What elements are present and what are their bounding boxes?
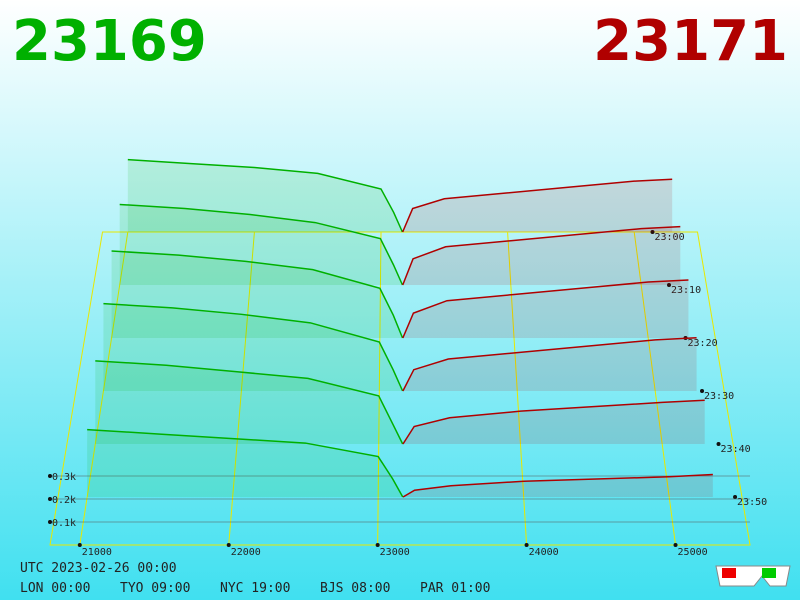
asks-line [401,178,673,233]
bids-line [119,203,404,286]
x-tick-label: 25000 [678,547,708,558]
ask-price: 23171 [593,9,788,74]
z-tick-label: 0.2k [52,495,76,506]
tick-mark [733,495,738,499]
zone-clock: LON 00:00 [20,581,90,596]
asks-area [402,279,689,338]
time-label: 23:30 [704,391,734,402]
bids-area [95,360,403,444]
x-tick-label: 23000 [380,547,410,558]
asks-line [402,399,705,445]
bids-line [111,250,404,339]
grid-line [377,231,382,546]
tick-mark [667,283,672,287]
asks-area [402,337,697,391]
z-tick-label: 0.1k [52,518,76,529]
asks-line [402,336,697,392]
tick-mark [48,497,52,501]
bids-area [119,204,403,285]
asks-line [402,225,681,286]
zone-clock: PAR 01:00 [420,581,490,596]
x-tick-label: 22000 [231,547,261,558]
utc-clock: UTC 2023-02-26 00:00 [20,561,177,576]
grid-line [633,231,677,546]
z-tick-label: 0.3k [52,472,76,483]
tick-mark [673,543,678,547]
zone-clock: TYO 09:00 [120,581,190,596]
tick-mark [226,543,231,547]
bids-line [95,360,404,445]
time-label: 23:00 [655,232,685,243]
tick-mark [375,543,380,547]
asks-area [403,474,713,497]
tick-mark [650,230,655,234]
bid-price: 23169 [12,9,207,74]
bids-area [103,303,403,391]
tick-mark [48,520,52,524]
tick-mark [524,543,529,547]
time-label: 23:50 [737,497,767,508]
glasses [715,565,791,587]
x-tick-label: 21000 [82,547,112,558]
bids-line [127,158,404,233]
time-label: 23:20 [688,338,718,349]
grid-line [228,231,255,546]
tick-mark [77,543,82,547]
grid-line [79,231,129,546]
bids-line [103,302,404,392]
zone-clock: BJS 08:00 [320,581,390,596]
grid-line [507,231,528,546]
zone-clock: NYC 19:00 [220,581,290,596]
floor-frame [49,231,751,546]
asks-area [402,400,705,444]
asks-line [402,279,689,339]
bids-line [87,428,404,498]
x-tick-label: 24000 [529,547,559,558]
tick-mark [700,389,705,393]
bids-area [111,250,403,338]
bids-area [87,429,403,497]
time-label: 23:10 [671,285,701,296]
asks-area [402,179,673,232]
time-label: 23:40 [721,444,751,455]
tick-mark [48,474,52,478]
tick-mark [716,442,721,446]
asks-line [402,473,713,498]
asks-area [402,226,681,285]
